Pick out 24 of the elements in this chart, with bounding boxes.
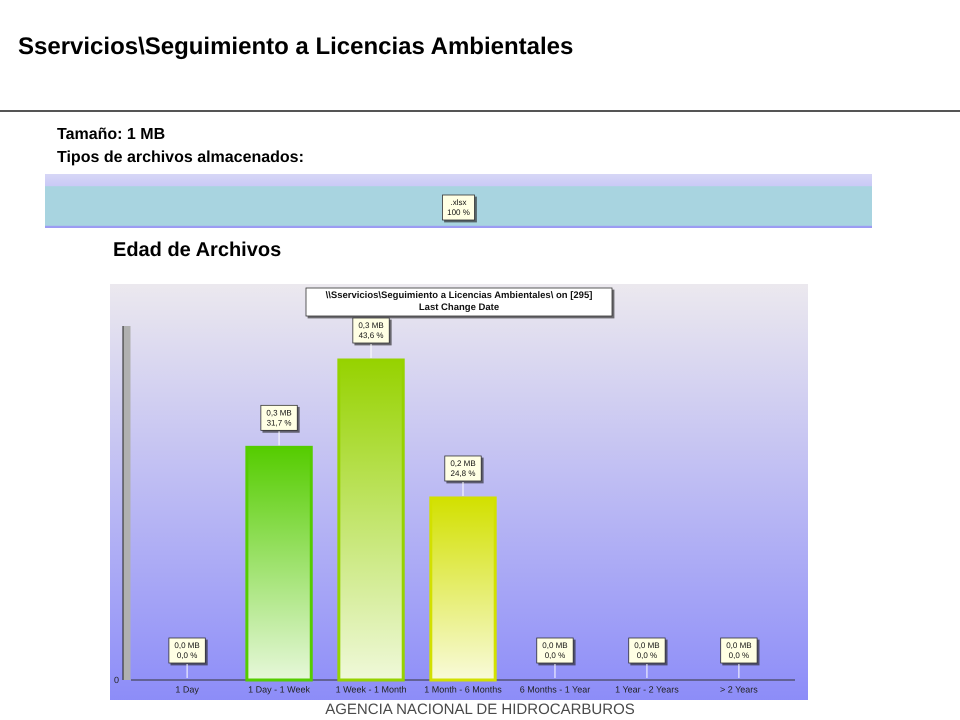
x-tick-label: 1 Week - 1 Month <box>336 684 406 694</box>
chart-title: Sservicios\Seguimiento a Licencias Ambientales <box>18 33 574 60</box>
x-tick-label: 1 Day <box>175 684 200 694</box>
x-tick-label: 1 Day - 1 Week <box>248 684 310 694</box>
text: 0 <box>114 675 119 686</box>
data-label: 0,0 MB 0,0 % <box>174 641 200 660</box>
x-tick-label: 1 Month - 6 Months <box>424 684 502 694</box>
data-label: 0,3 MB 43,6 % <box>358 321 384 340</box>
text: AGENCIA NACIONAL DE HIDROCARBUROS <box>325 701 635 718</box>
data-label: 100 % <box>447 208 470 217</box>
chart-title: Edad de Archivos <box>113 239 282 261</box>
chart-subtitle: Tamaño: 1 MB <box>57 126 166 143</box>
data-label: 0,0 MB 0,0 % <box>634 641 660 660</box>
data-label: 0,2 MB 24,8 % <box>450 458 476 478</box>
x-tick-label: > 2 Years <box>720 684 758 694</box>
data-label: 0,3 MB 31,7 % <box>266 408 292 428</box>
x-tick-label: 6 Months - 1 Year <box>520 684 590 694</box>
chart-subtitle: \\Sservicios\Seguimiento a Licencias Ambientales\ on [295] <box>326 290 592 301</box>
text: Last Change Date <box>418 302 500 313</box>
x-tick-label: 1 Year - 2 Years <box>615 684 680 694</box>
data-label: 0,0 MB 0,0 % <box>726 641 752 660</box>
data-label: 0,0 MB 0,0 % <box>542 641 568 660</box>
text: Tipos de archivos almacenados: <box>57 149 304 166</box>
y-tick-label: .xlsx <box>450 198 466 207</box>
